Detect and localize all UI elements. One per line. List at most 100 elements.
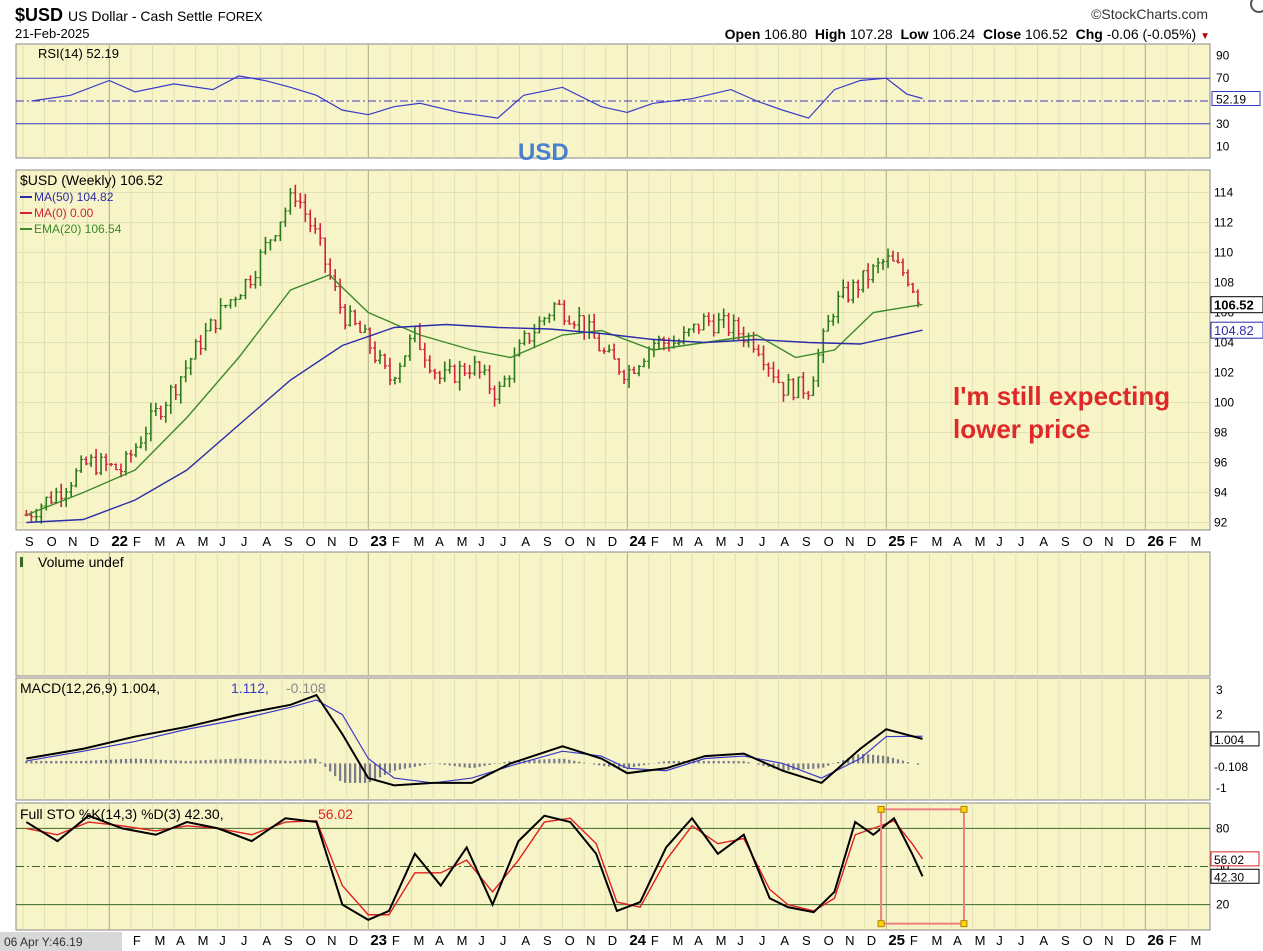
close-value: 106.52 (1025, 26, 1068, 42)
x-tick-label: S (802, 534, 811, 549)
bottom-x-tick-label: S (1061, 933, 1070, 948)
bottom-x-tick-label: M (1191, 933, 1202, 948)
chg-label: Chg (1075, 26, 1103, 42)
open-label: Open (724, 26, 761, 42)
macd-tick-label: -1 (1216, 781, 1227, 795)
x-tick-label: M (716, 534, 727, 549)
ma50-value-tag-box (1210, 321, 1263, 339)
x-tick-label: F (910, 534, 918, 549)
macd-hist-value-tag: -0.108 (1214, 760, 1248, 774)
x-tick-label: O (565, 534, 575, 549)
x-tick-label: M (672, 534, 683, 549)
x-tick-label: S (25, 534, 34, 549)
close-value-tag: 106.52 (1214, 298, 1254, 313)
bottom-x-tick-label: 25 (888, 932, 905, 949)
volume-icon (20, 557, 23, 567)
x-tick-label: 23 (370, 533, 387, 550)
chart-title: $USD US Dollar - Cash Settle FOREX (15, 5, 263, 26)
bottom-x-tick-label: O (824, 933, 834, 948)
bottom-x-tick-label: F (651, 933, 659, 948)
bottom-x-tick-label: 26 (1147, 932, 1164, 949)
bottom-x-tick-label: A (780, 933, 789, 948)
legend-entry: MA(50) 104.82 (34, 190, 114, 204)
bottom-x-tick-label: O (1083, 933, 1093, 948)
x-tick-label: S (543, 534, 552, 549)
bottom-x-tick-label: A (694, 933, 703, 948)
x-tick-label: N (845, 534, 854, 549)
bottom-x-tick-label: M (154, 933, 165, 948)
rsi-line (31, 75, 923, 119)
x-tick-label: D (867, 534, 876, 549)
rsi-tick-label: 90 (1216, 48, 1230, 62)
x-tick-label: D (1126, 534, 1135, 549)
price-tick-label: 92 (1214, 516, 1228, 530)
x-tick-label: M (413, 534, 424, 549)
bottom-x-tick-label: M (716, 933, 727, 948)
bottom-x-tick-label: F (392, 933, 400, 948)
x-tick-label: D (349, 534, 358, 549)
bottom-x-tick-label: J (737, 933, 744, 948)
macd-title: MACD(12,26,9) 1.004, (20, 680, 160, 696)
x-tick-label: M (975, 534, 986, 549)
settings-corner-icon[interactable] (1245, 0, 1263, 18)
bottom-x-tick-label: A (435, 933, 444, 948)
highlight-box-handle (877, 920, 885, 928)
price-tick-label: 96 (1214, 456, 1228, 470)
bottom-x-tick-label: J (219, 933, 226, 948)
annotation-note-line1: I'm still expecting (953, 381, 1170, 411)
bottom-x-tick-label: D (608, 933, 617, 948)
sto-title-d: 56.02 (318, 806, 353, 822)
bottom-x-tick-label: D (349, 933, 358, 948)
x-tick-label: N (68, 534, 77, 549)
close-label: Close (982, 26, 1022, 42)
legend-entry: MA(0) 0.00 (34, 206, 94, 220)
ticker-symbol: $USD (15, 5, 64, 25)
bottom-x-tick-label: O (306, 933, 316, 948)
x-tick-label: M (198, 534, 209, 549)
highlight-box-handle (960, 920, 968, 928)
x-tick-label: J (500, 534, 507, 549)
macd-tick-label: 2 (1216, 708, 1223, 722)
bottom-x-tick-label: N (845, 933, 854, 948)
bottom-x-tick-label: 23 (370, 932, 387, 949)
bottom-x-tick-label: M (932, 933, 943, 948)
x-tick-label: 26 (1147, 533, 1164, 550)
price-tick-label: 108 (1214, 276, 1234, 290)
x-tick-label: A (953, 534, 962, 549)
bottom-x-tick-label: M (975, 933, 986, 948)
sto-k-value-tag-box (1210, 868, 1260, 884)
x-tick-label: J (219, 534, 226, 549)
x-tick-label: A (435, 534, 444, 549)
macd-title-hist: -0.108 (286, 680, 326, 696)
x-tick-label: N (1104, 534, 1113, 549)
bottom-x-tick-label: A (521, 933, 530, 948)
bottom-x-tick-label: F (910, 933, 918, 948)
x-tick-label: F (392, 534, 400, 549)
macd-tick-label: 3 (1216, 683, 1223, 697)
bottom-x-tick-label: J (759, 933, 766, 948)
ma50-value-tag: 104.82 (1214, 323, 1254, 338)
price-tick-label: 110 (1214, 246, 1233, 260)
x-tick-label: J (996, 534, 1003, 549)
legend-entry: EMA(20) 106.54 (34, 222, 122, 236)
macd-title-signal: 1.112, (231, 680, 269, 696)
exchange-label: FOREX (217, 9, 263, 24)
x-tick-label: 24 (629, 533, 646, 550)
sto-k-value-tag: 42.30 (1214, 870, 1244, 884)
open-value: 106.80 (764, 26, 808, 42)
x-tick-label: O (47, 534, 57, 549)
ticker-description: US Dollar - Cash Settle (68, 8, 213, 24)
bottom-x-tick-label: D (867, 933, 876, 948)
bottom-x-tick-label: A (953, 933, 962, 948)
bottom-x-tick-label: S (802, 933, 811, 948)
bottom-x-tick-label: A (262, 933, 271, 948)
x-tick-label: S (284, 534, 293, 549)
x-tick-label: O (1083, 534, 1093, 549)
low-label: Low (900, 26, 929, 42)
x-tick-label: N (586, 534, 595, 549)
bottom-x-tick-label: F (1169, 933, 1177, 948)
x-tick-label: O (306, 534, 316, 549)
sto-k-line (25, 814, 924, 921)
x-tick-label: J (478, 534, 485, 549)
sto-d-value-tag-box (1210, 851, 1260, 867)
